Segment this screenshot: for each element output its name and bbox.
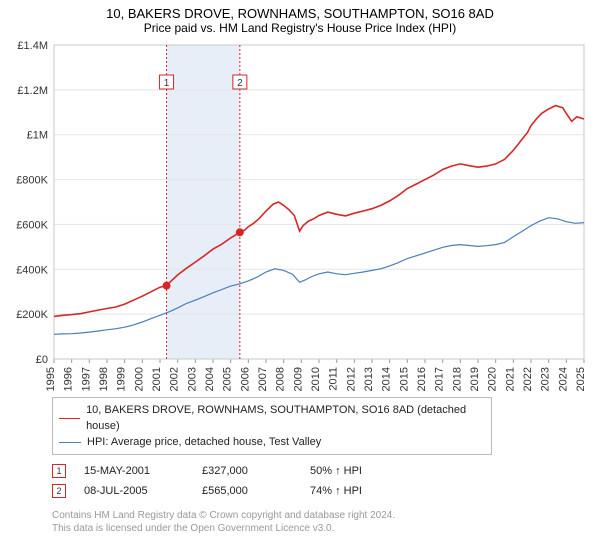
sales-date: 08-JUL-2005 bbox=[84, 481, 184, 501]
svg-text:2: 2 bbox=[237, 78, 243, 89]
svg-text:2007: 2007 bbox=[257, 367, 269, 391]
legend-label: HPI: Average price, detached house, Test… bbox=[87, 434, 321, 450]
svg-text:2018: 2018 bbox=[451, 367, 463, 391]
svg-text:2000: 2000 bbox=[133, 367, 145, 391]
svg-text:£600K: £600K bbox=[16, 219, 48, 231]
svg-text:1998: 1998 bbox=[98, 367, 110, 391]
svg-text:1: 1 bbox=[164, 78, 170, 89]
svg-text:2022: 2022 bbox=[522, 367, 534, 391]
sales-pct: 74% ↑ HPI bbox=[310, 481, 430, 501]
svg-text:2013: 2013 bbox=[363, 367, 375, 391]
svg-text:2001: 2001 bbox=[151, 367, 163, 391]
legend-item: HPI: Average price, detached house, Test… bbox=[59, 434, 485, 450]
sales-marker-icon: 1 bbox=[52, 464, 66, 478]
chart-container: 10, BAKERS DROVE, ROWNHAMS, SOUTHAMPTON,… bbox=[0, 0, 600, 560]
svg-text:£200K: £200K bbox=[16, 309, 48, 321]
sales-marker-icon: 2 bbox=[52, 484, 66, 498]
svg-text:£1.4M: £1.4M bbox=[17, 41, 48, 52]
sales-pct: 50% ↑ HPI bbox=[310, 461, 430, 481]
svg-text:2008: 2008 bbox=[275, 367, 287, 391]
svg-text:1996: 1996 bbox=[63, 367, 75, 391]
sales-date: 15-MAY-2001 bbox=[84, 461, 184, 481]
sales-row: 2 08-JUL-2005 £565,000 74% ↑ HPI bbox=[52, 481, 590, 501]
svg-text:2010: 2010 bbox=[310, 367, 322, 391]
legend-item: 10, BAKERS DROVE, ROWNHAMS, SOUTHAMPTON,… bbox=[59, 402, 485, 434]
line-chart-svg: £0 £200K £400K £600K £800K £1M £1.2M £1.4M 1995 1… bbox=[10, 41, 590, 393]
chart-subtitle: Price paid vs. HM Land Registry's House … bbox=[10, 21, 590, 35]
svg-text:£1M: £1M bbox=[27, 130, 48, 142]
svg-text:2011: 2011 bbox=[328, 367, 340, 391]
legend: 10, BAKERS DROVE, ROWNHAMS, SOUTHAMPTON,… bbox=[52, 397, 492, 455]
svg-text:£0: £0 bbox=[36, 354, 48, 366]
sales-price: £565,000 bbox=[202, 481, 292, 501]
svg-text:2021: 2021 bbox=[504, 367, 516, 391]
svg-text:2020: 2020 bbox=[487, 367, 499, 391]
footer-attribution: Contains HM Land Registry data © Crown c… bbox=[52, 509, 590, 535]
svg-text:2025: 2025 bbox=[575, 367, 587, 391]
svg-text:2009: 2009 bbox=[292, 367, 304, 391]
svg-text:2015: 2015 bbox=[398, 367, 410, 391]
chart-title: 10, BAKERS DROVE, ROWNHAMS, SOUTHAMPTON,… bbox=[10, 6, 590, 21]
svg-text:2016: 2016 bbox=[416, 367, 428, 391]
legend-label: 10, BAKERS DROVE, ROWNHAMS, SOUTHAMPTON,… bbox=[86, 402, 485, 434]
svg-text:2019: 2019 bbox=[469, 367, 481, 391]
svg-text:2014: 2014 bbox=[381, 367, 393, 391]
legend-swatch bbox=[59, 442, 81, 443]
svg-text:2003: 2003 bbox=[186, 367, 198, 391]
svg-text:£800K: £800K bbox=[16, 175, 48, 187]
svg-text:2004: 2004 bbox=[204, 367, 216, 391]
svg-text:£1.2M: £1.2M bbox=[17, 85, 48, 97]
svg-text:2023: 2023 bbox=[540, 367, 552, 391]
svg-text:2006: 2006 bbox=[239, 367, 251, 391]
svg-text:2005: 2005 bbox=[222, 367, 234, 391]
sales-price: £327,000 bbox=[202, 461, 292, 481]
footer-line-2: This data is licensed under the Open Gov… bbox=[52, 522, 590, 535]
sales-row: 1 15-MAY-2001 £327,000 50% ↑ HPI bbox=[52, 461, 590, 481]
svg-text:1999: 1999 bbox=[116, 367, 128, 391]
sales-table: 1 15-MAY-2001 £327,000 50% ↑ HPI 2 08-JUL-200… bbox=[52, 461, 590, 501]
chart-plot-area: £0 £200K £400K £600K £800K £1M £1.2M £1.4M 1995 1… bbox=[10, 41, 590, 393]
svg-text:1995: 1995 bbox=[45, 367, 57, 391]
svg-text:£400K: £400K bbox=[16, 264, 48, 276]
svg-text:1997: 1997 bbox=[80, 367, 92, 391]
svg-text:2024: 2024 bbox=[557, 367, 569, 391]
svg-text:2017: 2017 bbox=[434, 367, 446, 391]
footer-line-1: Contains HM Land Registry data © Crown c… bbox=[52, 509, 590, 522]
svg-text:2002: 2002 bbox=[169, 367, 181, 391]
svg-text:2012: 2012 bbox=[345, 367, 357, 391]
legend-swatch bbox=[59, 418, 80, 419]
